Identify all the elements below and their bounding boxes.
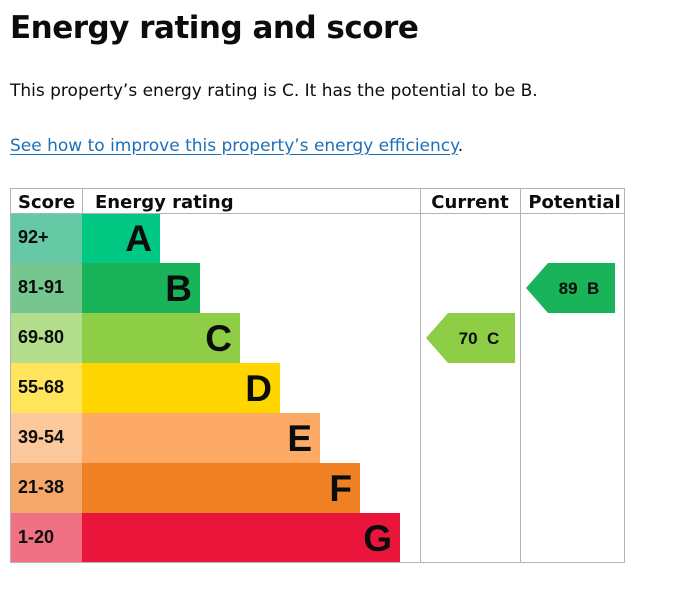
header-current: Current [431, 192, 509, 213]
rating-letter-f: F [329, 468, 352, 509]
score-cell-b [10, 263, 82, 313]
score-cell-c [10, 313, 82, 363]
page-title: Energy rating and score [10, 10, 419, 46]
header-energy-rating: Energy rating [95, 192, 234, 213]
rating-letter-e: E [287, 418, 312, 459]
rating-bar-e [82, 413, 320, 463]
rating-bar-d [82, 363, 280, 413]
score-cell-d [10, 363, 82, 413]
score-label-d: 55-68 [18, 377, 64, 397]
score-cell-g [10, 513, 82, 563]
rating-letter-d: D [245, 368, 272, 409]
rating-letter-a: A [125, 218, 152, 259]
header-potential: Potential [528, 192, 620, 213]
current-rating-label: 70 C [459, 329, 500, 348]
rating-bar-g [82, 513, 400, 563]
improve-efficiency-link[interactable]: See how to improve this property’s energ… [10, 136, 458, 156]
rating-letter-b: B [165, 268, 192, 309]
score-label-f: 21-38 [18, 477, 64, 497]
improve-link-suffix: . [457, 136, 464, 156]
rating-letter-c: C [205, 318, 232, 359]
improve-paragraph: See how to improve this property’s energ… [10, 135, 463, 157]
potential-rating-label: 89 B [559, 279, 600, 298]
rating-bar-f [82, 463, 360, 513]
header-score: Score [18, 192, 75, 213]
potential-rating-arrow [526, 263, 615, 313]
chart-frame [10, 188, 625, 563]
rating-letter-g: G [363, 518, 392, 559]
score-cell-a [10, 213, 82, 263]
rating-bar-a [82, 213, 160, 263]
rating-summary: This property’s energy rating is C. It h… [10, 81, 538, 101]
score-label-g: 1-20 [18, 527, 54, 547]
score-cell-e [10, 413, 82, 463]
rating-bar-b [82, 263, 200, 313]
current-rating-arrow [426, 313, 515, 363]
rating-bar-c [82, 313, 240, 363]
score-label-e: 39-54 [18, 427, 64, 447]
score-cell-f [10, 463, 82, 513]
score-label-a: 92+ [18, 227, 49, 247]
score-label-c: 69-80 [18, 327, 64, 347]
score-label-b: 81-91 [18, 277, 64, 297]
